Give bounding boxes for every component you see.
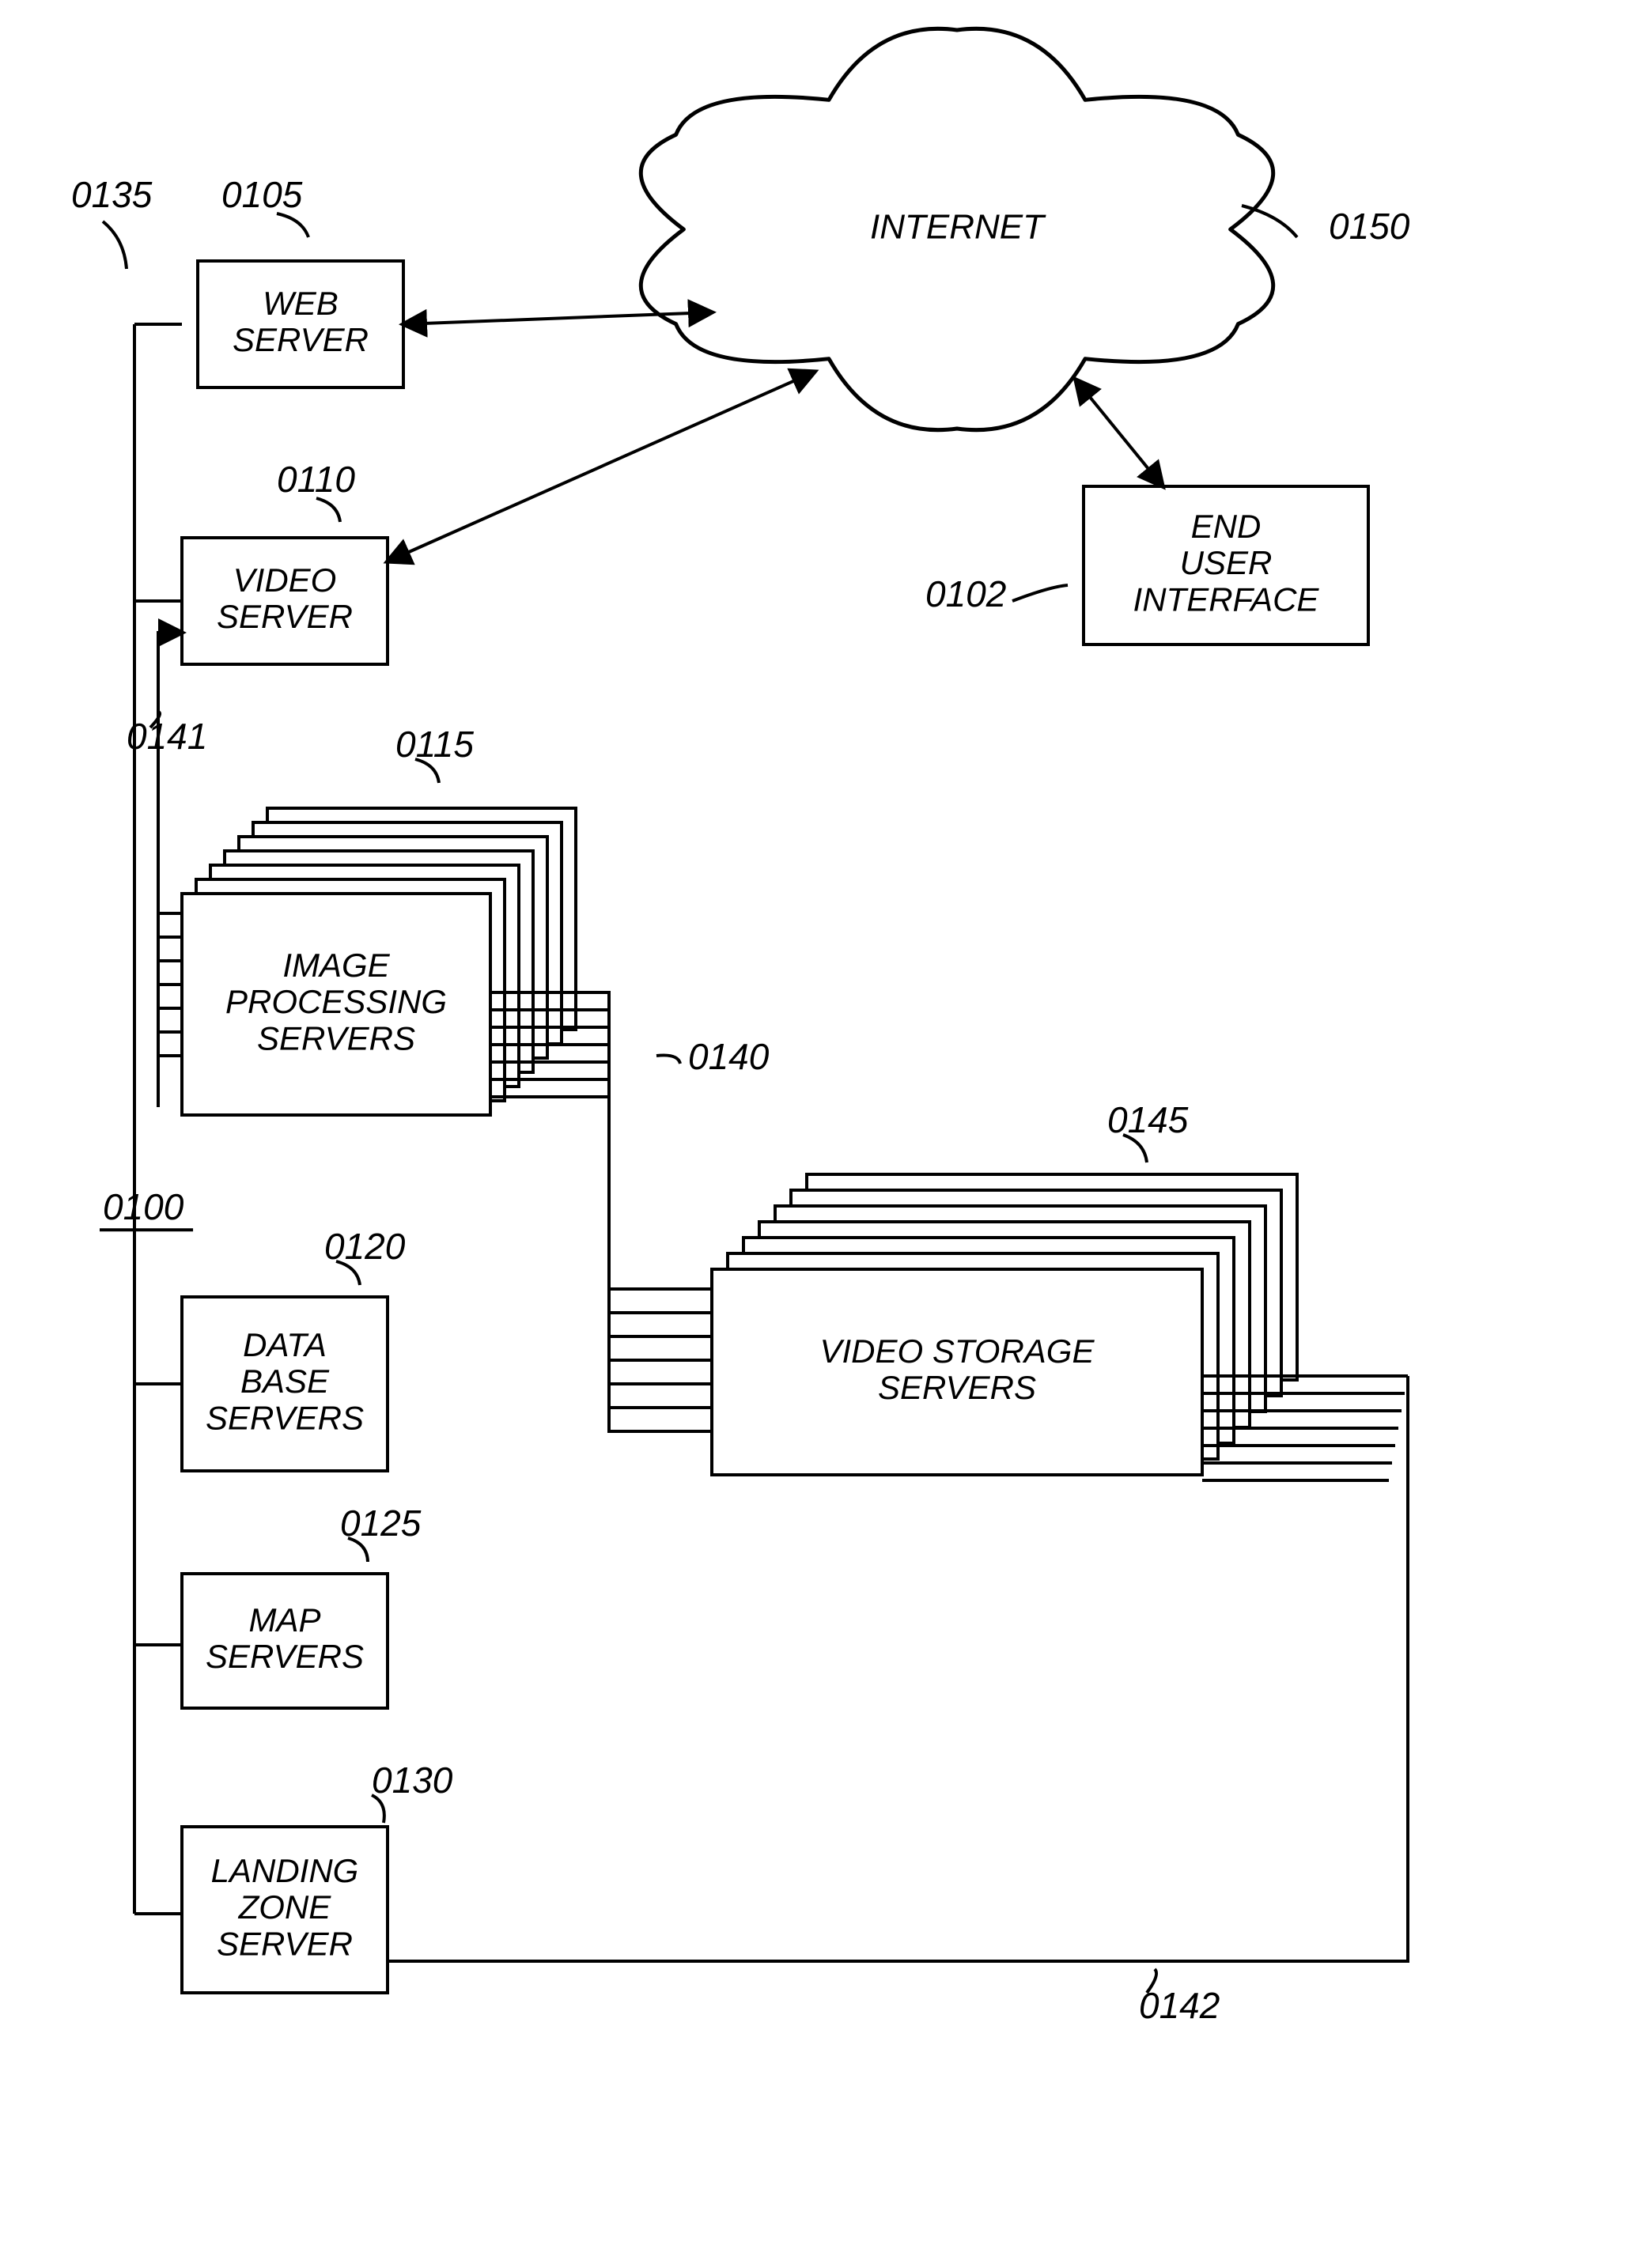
ref-leader [1012,585,1068,601]
box-db-label: DATA [243,1326,327,1363]
box-img-label: IMAGE [282,947,390,984]
box-lz-label: ZONE [238,1888,332,1926]
ref-0142: 0142 [1139,1985,1220,2026]
ref-eui: 0102 [925,573,1006,614]
box-eui-label: INTERFACE [1133,580,1320,618]
ref-leader [656,1055,680,1064]
bus-0140-line [490,1097,712,1431]
ref-map: 0125 [340,1503,422,1544]
ref-0141: 0141 [127,716,207,757]
arrow-video-internet [388,372,815,561]
ref-vstore: 0145 [1107,1099,1189,1140]
box-web-label: WEB [263,285,339,322]
box-db-label: SERVERS [206,1399,364,1436]
box-map-label: SERVERS [206,1638,364,1675]
box-vstore-label: SERVERS [878,1369,1036,1406]
box-img-label: PROCESSING [225,983,447,1020]
box-video-label: VIDEO [233,561,337,599]
box-img-label: SERVERS [257,1019,415,1057]
box-video-label: SERVER [217,598,353,635]
ref-lz: 0130 [372,1760,453,1801]
bus-0141-trunk [158,633,182,1107]
diagram-canvas: INTERNET0150WEBSERVER0105VIDEOSERVER0110… [0,0,1638,2268]
internet-label: INTERNET [870,208,1046,247]
box-eui-label: USER [1180,544,1273,581]
ref-leader [277,214,308,237]
ref-web: 0105 [221,174,303,215]
box-web: WEBSERVER [198,261,403,387]
ref-0140: 0140 [688,1036,770,1077]
ref-0135: 0135 [71,174,153,215]
box-map-label: MAP [248,1601,320,1639]
box-db: DATABASESERVERS [182,1297,388,1471]
box-vstore-label: VIDEO STORAGE [820,1332,1095,1370]
box-lz-label: LANDING [211,1852,359,1889]
ref-system: 0100 [103,1186,184,1227]
box-lz-label: SERVER [217,1925,353,1962]
box-eui-label: END [1191,508,1262,545]
ref-leader [103,221,127,269]
box-lz: LANDINGZONESERVER [182,1827,388,1993]
box-img: IMAGEPROCESSINGSERVERS [182,808,576,1115]
box-db-label: BASE [240,1363,330,1400]
ref-leader [316,498,340,522]
ref-db: 0120 [324,1226,406,1267]
bus-0140-line [490,1079,712,1408]
arrow-eui-internet [1076,380,1163,486]
ref-internet: 0150 [1329,206,1410,247]
box-web-label: SERVER [233,321,369,358]
box-eui: ENDUSERINTERFACE [1084,486,1368,644]
box-video: VIDEOSERVER [182,538,388,664]
box-map: MAPSERVERS [182,1574,388,1708]
ref-video: 0110 [277,459,355,500]
ref-img: 0115 [395,724,474,765]
